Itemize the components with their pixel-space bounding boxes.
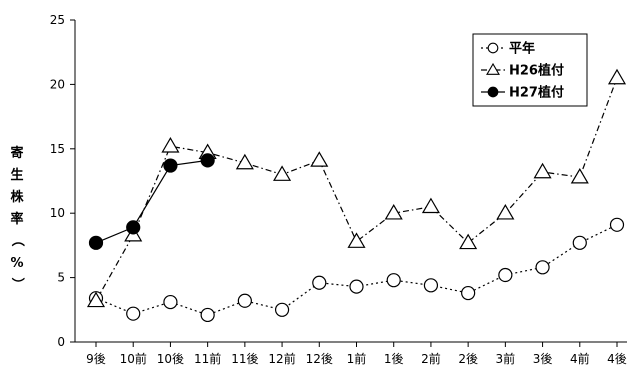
data-point-series-2 [88, 235, 104, 250]
x-tick-label: 2後 [458, 352, 478, 366]
x-tick-label: 2前 [421, 351, 441, 366]
y-axis-label-char: % [10, 256, 23, 271]
y-ticks: 0 5 10 15 20 25 [50, 13, 75, 349]
y-tick-label: 0 [57, 335, 65, 349]
series-lines [95, 77, 618, 316]
x-tick-label: 10後 [157, 352, 184, 366]
data-point-series-0 [237, 293, 252, 308]
series-line-2 [95, 159, 208, 244]
y-tick-label: 10 [50, 206, 65, 220]
y-tick-label: 20 [50, 77, 65, 91]
x-tick-label: 12後 [306, 352, 333, 366]
data-point-series-1 [496, 204, 515, 220]
data-point-series-1 [421, 197, 440, 214]
y-axis-label-char: （ [10, 233, 26, 246]
x-tick-label: 12前 [268, 351, 295, 366]
x-tick-label: 10前 [120, 351, 147, 366]
y-axis-label-char: 寄 [10, 145, 23, 161]
data-point-series-1 [235, 153, 254, 170]
data-point-series-0 [200, 307, 215, 323]
data-point-series-0 [163, 294, 178, 310]
data-point-series-2 [126, 220, 141, 235]
y-axis-label-char: ） [10, 277, 26, 290]
x-tick-label: 3後 [533, 352, 553, 366]
y-axis-label-char: 率 [10, 211, 23, 227]
x-tick-label: 1後 [384, 352, 404, 366]
data-point-series-0 [312, 275, 327, 290]
data-point-series-0 [386, 273, 401, 288]
x-tick-label: 3前 [496, 351, 516, 366]
data-point-series-2 [200, 153, 215, 168]
data-point-series-0 [274, 302, 290, 317]
data-point-series-0 [349, 279, 364, 294]
legend-marker [486, 62, 500, 75]
data-point-series-1 [310, 151, 329, 167]
data-point-series-0 [126, 306, 141, 321]
data-point-series-1 [86, 291, 106, 308]
x-tick-label: 11前 [194, 351, 221, 366]
data-point-series-0 [461, 285, 476, 301]
legend-marker [487, 42, 499, 54]
data-point-series-2 [163, 158, 178, 173]
data-point-series-0 [609, 217, 625, 232]
y-axis-label-char: 株 [10, 189, 24, 205]
legend: 平年 H26植付 H27植付 [472, 33, 588, 107]
x-ticks: 9後 10前 10後 11前 11後 12前 12後 1前 1後 2前 2後 3前 3後 4前 4後 [86, 342, 627, 366]
legend-label: 平年 [509, 41, 535, 57]
series-line-1 [95, 77, 618, 302]
x-tick-label: 9後 [86, 352, 106, 366]
data-point-series-1 [607, 68, 627, 85]
y-tick-label: 15 [50, 142, 65, 156]
data-point-series-0 [423, 278, 439, 293]
data-point-series-0 [572, 235, 587, 250]
legend-marker [487, 86, 499, 98]
x-tick-label: 11後 [231, 352, 258, 366]
series-markers [86, 68, 627, 323]
data-point-series-0 [498, 267, 513, 283]
legend-label: H26植付 [509, 63, 564, 79]
legend-label: H27植付 [509, 85, 564, 101]
y-tick-label: 5 [57, 271, 65, 285]
x-tick-label: 4前 [570, 351, 590, 366]
data-point-series-1 [161, 137, 180, 153]
data-point-series-1 [347, 232, 366, 248]
data-point-series-1 [384, 204, 403, 220]
data-point-series-1 [273, 165, 292, 181]
y-tick-label: 25 [50, 13, 65, 27]
y-axis-label-char: 生 [10, 167, 23, 183]
data-point-series-1 [570, 167, 589, 184]
axes [74, 20, 627, 343]
data-point-series-1 [459, 233, 478, 250]
data-point-series-0 [535, 260, 550, 275]
x-tick-label: 1前 [347, 351, 367, 366]
data-point-series-1 [533, 162, 552, 179]
x-tick-label: 4後 [607, 352, 627, 366]
